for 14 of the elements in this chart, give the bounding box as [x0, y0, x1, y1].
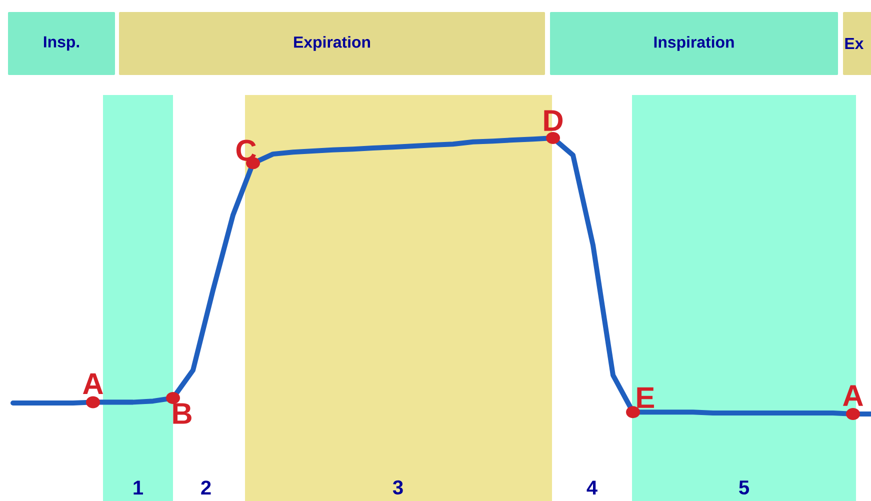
text: 4: [586, 480, 598, 494]
text: 2: [201, 480, 211, 494]
annotation: B: [173, 403, 192, 424]
text: 5: [739, 480, 749, 494]
text: Inspiration: [654, 36, 734, 51]
text: 1: [134, 480, 143, 494]
annotation: A: [842, 385, 864, 406]
annotation: E: [637, 387, 654, 408]
annotation: D: [544, 110, 563, 131]
text: Expiration: [294, 36, 370, 51]
text: 3: [392, 480, 403, 494]
annotation: A: [82, 373, 104, 394]
text: Ex: [845, 38, 864, 49]
text: Insp.: [44, 36, 80, 51]
